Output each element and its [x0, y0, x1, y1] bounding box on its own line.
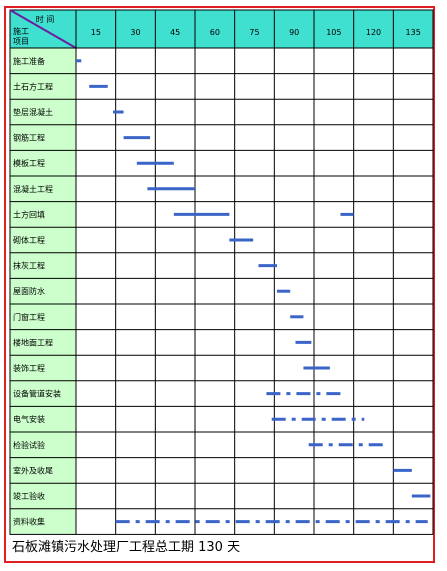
x-tick-label: 75	[249, 28, 259, 37]
header-background	[10, 10, 433, 48]
x-tick-label: 60	[210, 28, 220, 37]
corner-label-time: 时 间	[36, 14, 55, 24]
task-label: 竣工验收	[13, 491, 45, 501]
chart-frame	[4, 6, 435, 563]
label-column-background	[10, 48, 76, 535]
corner-label-work: 施工	[13, 26, 29, 36]
task-label: 砌体工程	[13, 235, 45, 245]
task-label: 电气安装	[13, 414, 45, 424]
task-label: 垫层混凝土	[13, 107, 53, 117]
x-tick-label: 45	[170, 28, 180, 37]
task-label: 模板工程	[13, 158, 45, 168]
task-label: 设备管道安装	[13, 389, 61, 399]
task-label: 检验试验	[13, 440, 45, 450]
task-label: 土方回填	[13, 209, 45, 219]
task-label: 门窗工程	[13, 312, 45, 322]
x-tick-label: 105	[326, 28, 341, 37]
task-label: 土石方工程	[13, 81, 53, 91]
chart-caption: 石板滩镇污水处理厂工程总工期 130 天	[12, 540, 241, 555]
corner-label-item: 项目	[13, 37, 29, 46]
task-label: 施工准备	[13, 56, 45, 66]
x-tick-label: 135	[406, 28, 421, 37]
task-label: 装饰工程	[13, 363, 45, 373]
x-tick-label: 90	[289, 28, 299, 37]
x-tick-label: 30	[130, 28, 140, 37]
corner-diagonal	[9, 9, 77, 49]
task-label: 钢筋工程	[13, 133, 45, 143]
task-label: 混凝土工程	[13, 184, 53, 194]
task-label: 楼地面工程	[13, 337, 53, 347]
x-tick-label: 120	[366, 28, 381, 37]
task-label: 抹灰工程	[13, 261, 45, 271]
task-label: 屋面防水	[13, 286, 45, 296]
task-label: 资料收集	[13, 517, 45, 527]
x-tick-label: 15	[91, 28, 101, 37]
task-label: 室外及收尾	[13, 465, 53, 475]
